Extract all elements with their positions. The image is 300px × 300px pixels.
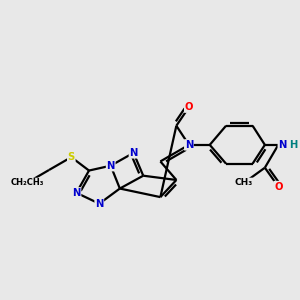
Text: O: O xyxy=(185,102,193,112)
Text: N: N xyxy=(106,161,115,171)
Text: N: N xyxy=(185,140,193,150)
Text: N: N xyxy=(95,199,103,209)
Text: N: N xyxy=(278,140,287,150)
Text: O: O xyxy=(274,182,283,191)
Text: N: N xyxy=(129,148,138,158)
Text: CH₃: CH₃ xyxy=(235,178,253,187)
Text: N: N xyxy=(72,188,81,198)
Text: H: H xyxy=(289,140,297,150)
Text: S: S xyxy=(68,152,75,162)
Text: CH₂CH₃: CH₂CH₃ xyxy=(11,178,44,187)
